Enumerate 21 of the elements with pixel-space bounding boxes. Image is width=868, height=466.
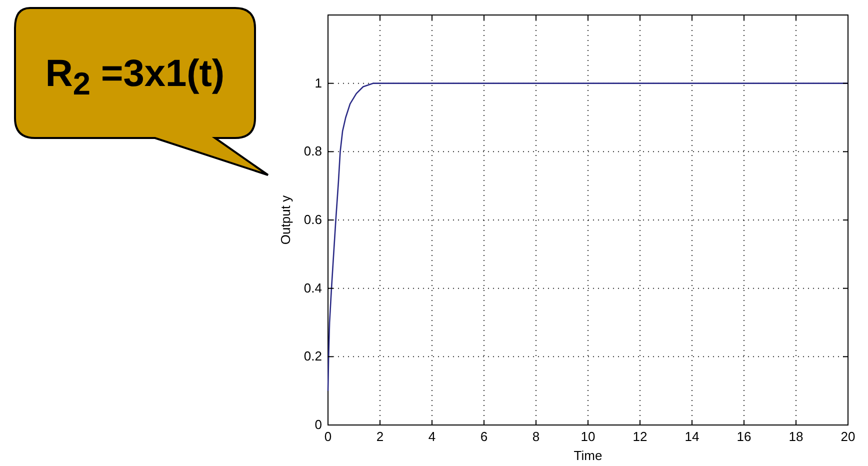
x-axis-title: Time bbox=[574, 448, 602, 463]
x-tick-label: 16 bbox=[736, 429, 752, 444]
y-tick-label: 0.6 bbox=[304, 212, 322, 227]
x-tick-label: 6 bbox=[480, 429, 488, 444]
y-axis-title: Output y bbox=[278, 194, 293, 245]
y-tick-label: 1 bbox=[314, 75, 322, 90]
x-tick-label: 0 bbox=[324, 429, 332, 444]
x-tick-label: 20 bbox=[840, 429, 856, 444]
y-tick-label: 0.4 bbox=[304, 280, 322, 296]
text: R$_{2}$ =3x1(t) bbox=[44, 52, 226, 104]
x-tick-label: 18 bbox=[788, 429, 804, 444]
x-tick-label: 14 bbox=[684, 429, 700, 444]
y-tick-label: 0.2 bbox=[304, 348, 322, 364]
y-tick-label: 0.8 bbox=[304, 144, 322, 159]
y-tick-label: 0 bbox=[314, 417, 322, 432]
x-tick-label: 8 bbox=[532, 429, 540, 444]
x-tick-label: 12 bbox=[632, 429, 648, 444]
x-tick-label: 10 bbox=[580, 429, 596, 444]
x-tick-label: 4 bbox=[428, 429, 436, 444]
x-tick-label: 2 bbox=[376, 429, 384, 444]
line-series bbox=[327, 82, 849, 392]
